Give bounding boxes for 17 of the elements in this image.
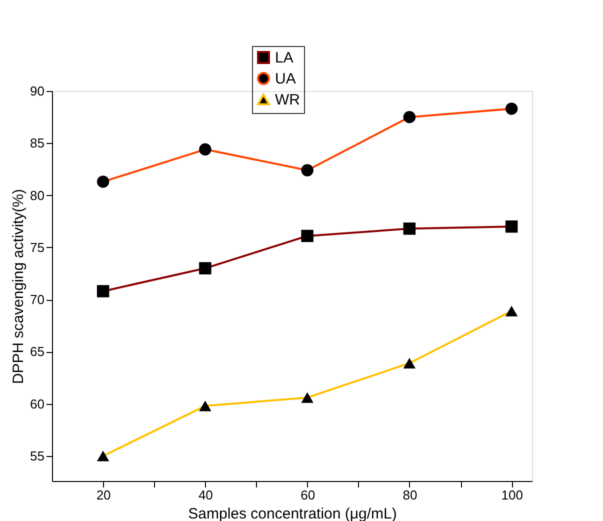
x-tick-label: 20 xyxy=(96,488,111,502)
y-tick-label: 65 xyxy=(30,344,44,360)
x-tick-label: 100 xyxy=(501,488,523,502)
y-tick-label: 80 xyxy=(30,188,44,203)
x-tick-label: 80 xyxy=(402,488,418,502)
legend-label: UA xyxy=(275,70,296,88)
x-tick-label: 40 xyxy=(198,488,213,502)
y-tick-label: 55 xyxy=(30,448,44,464)
y-tick-label: 90 xyxy=(30,84,44,98)
y-tick-label: 75 xyxy=(30,240,44,255)
legend-label: LA xyxy=(275,50,294,66)
y-tick-label: 85 xyxy=(30,136,44,151)
y-tick-label: 60 xyxy=(30,396,44,412)
y-tick-label: 70 xyxy=(30,292,44,308)
x-tick-label: 60 xyxy=(300,488,316,502)
y-axis-title: DPPH scavenging activity(%) xyxy=(10,188,28,384)
legend-label: WR xyxy=(275,92,300,108)
